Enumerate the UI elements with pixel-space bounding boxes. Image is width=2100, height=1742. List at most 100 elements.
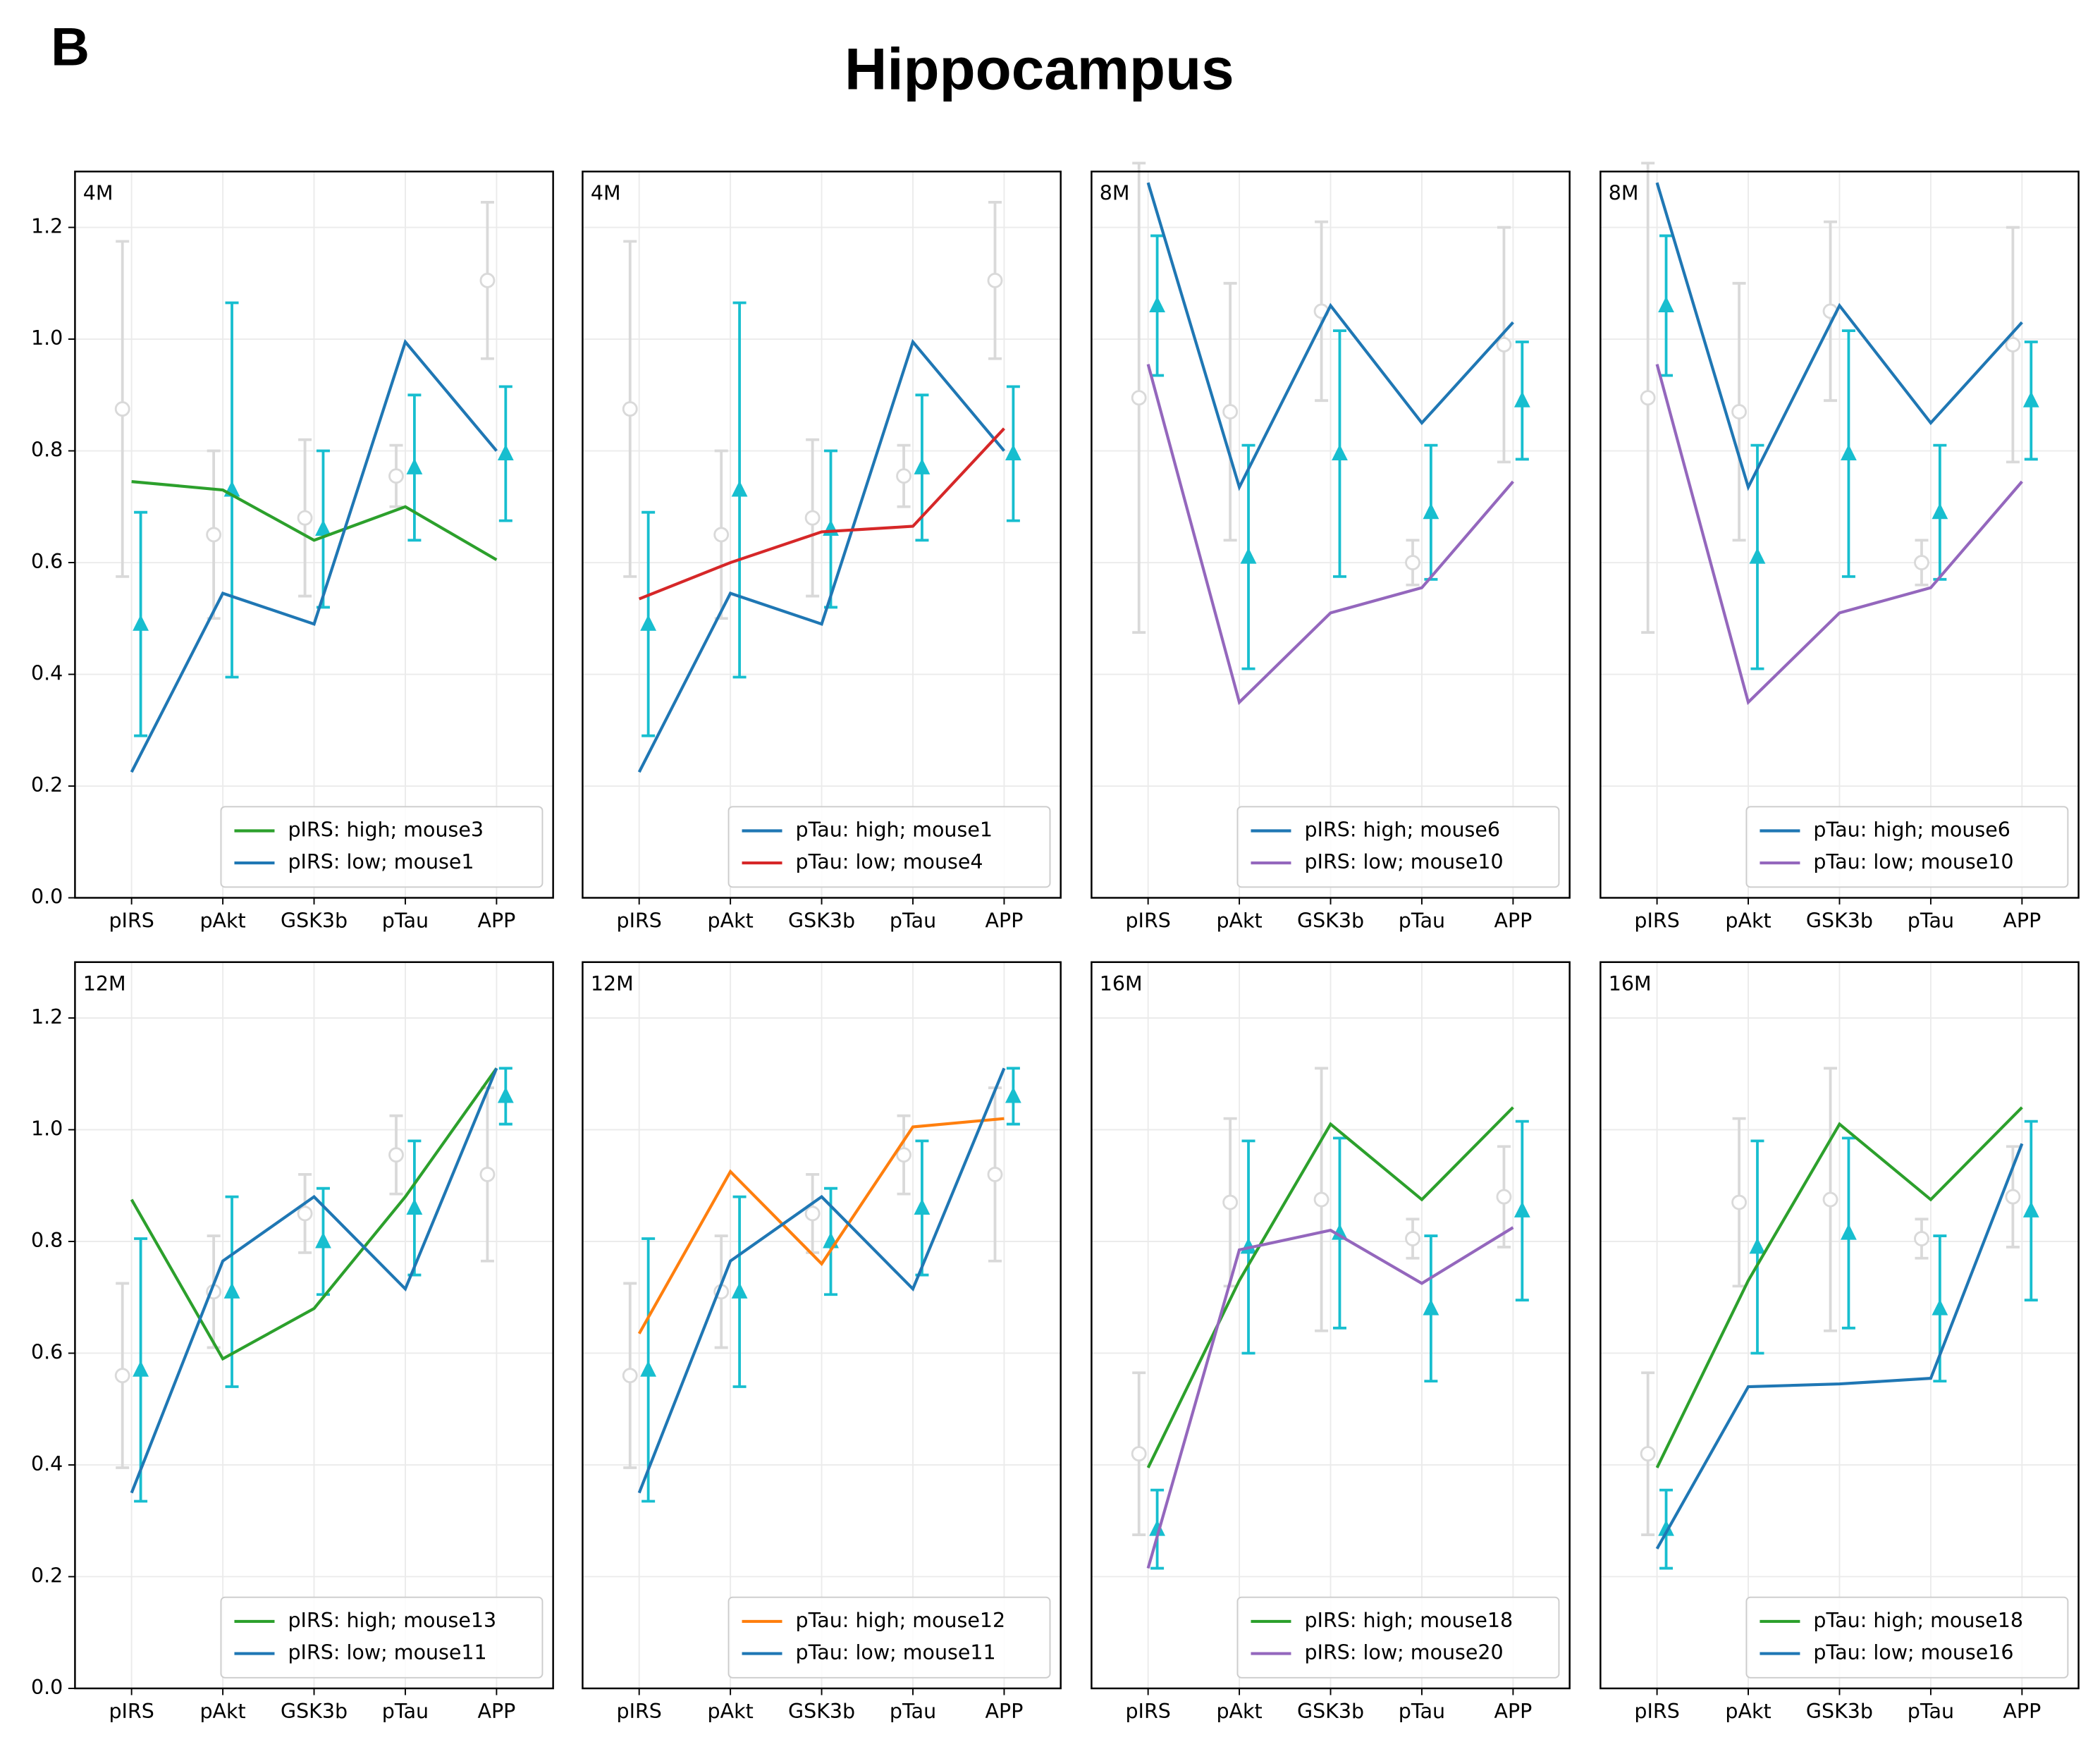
legend-label: pIRS: low; mouse1: [288, 850, 474, 873]
legend-label: pIRS: low; mouse10: [1304, 850, 1503, 873]
marker: [2022, 1201, 2039, 1217]
marker: [1222, 1194, 1239, 1210]
y-tick-label: 1.2: [31, 1005, 63, 1029]
x-tick-label: APP: [985, 1700, 1024, 1723]
marker: [1749, 547, 1766, 564]
marker: [804, 1206, 821, 1222]
marker: [1658, 1519, 1674, 1536]
marker: [1914, 555, 1929, 570]
marker: [315, 1232, 331, 1249]
marker: [2005, 337, 2021, 352]
panel-label: 8M: [1100, 182, 1130, 205]
series-line: [1655, 1143, 2024, 1550]
series-line: [131, 480, 498, 561]
x-tick-label: pTau: [1399, 909, 1445, 933]
marker: [731, 1282, 748, 1299]
plot-frame: [74, 171, 554, 899]
legend-label: pIRS: high; mouse3: [288, 818, 484, 841]
marker: [206, 527, 222, 543]
x-tick-label: GSK3b: [281, 1700, 348, 1723]
legend-box: [1236, 1596, 1560, 1679]
marker: [1005, 1086, 1021, 1103]
marker: [315, 520, 331, 536]
marker: [896, 468, 911, 484]
marker: [1240, 547, 1257, 564]
x-tick-label: APP: [477, 909, 515, 933]
x-tick-label: GSK3b: [788, 1700, 855, 1723]
marker: [497, 1086, 514, 1103]
legend-box: [727, 806, 1051, 888]
y-tick-label: 1.2: [31, 215, 63, 238]
legend-label: pIRS: high; mouse18: [1304, 1609, 1513, 1632]
x-tick-label: pAkt: [708, 909, 754, 933]
x-tick-label: APP: [1494, 1700, 1532, 1723]
figure-title: Hippocampus: [845, 36, 1234, 102]
marker: [804, 510, 821, 526]
series-line: [130, 1067, 498, 1494]
y-tick-label: 0.8: [31, 1229, 63, 1252]
x-tick-label: GSK3b: [1297, 909, 1364, 933]
x-tick-label: APP: [1494, 909, 1532, 933]
marker: [1640, 1446, 1656, 1462]
series-line: [1146, 364, 1514, 706]
x-tick-label: APP: [2003, 909, 2041, 933]
x-tick-label: pIRS: [617, 1700, 662, 1723]
marker: [223, 1282, 240, 1299]
marker: [1658, 296, 1674, 312]
marker: [1313, 1191, 1330, 1208]
marker: [497, 444, 514, 461]
x-tick-label: GSK3b: [1806, 909, 1873, 933]
legend-label: pTau: low; mouse4: [796, 850, 983, 873]
marker: [297, 510, 313, 526]
marker: [2005, 1189, 2021, 1205]
marker: [479, 272, 496, 288]
marker: [731, 480, 748, 497]
y-tick-label: 0.4: [31, 662, 63, 685]
y-tick-label: 0.6: [31, 550, 63, 573]
plot-frame: [1599, 961, 2080, 1690]
x-tick-label: APP: [2003, 1700, 2041, 1723]
series-line: [130, 338, 498, 773]
series-line: [130, 1067, 498, 1361]
legend-label: pIRS: high; mouse13: [288, 1609, 496, 1632]
legend-label: pTau: low; mouse16: [1813, 1641, 2013, 1664]
marker: [914, 458, 931, 474]
x-tick-label: pAkt: [1725, 1700, 1771, 1723]
y-tick-label: 0.4: [31, 1452, 63, 1476]
marker: [1423, 503, 1439, 520]
marker: [1005, 444, 1021, 461]
marker: [1496, 337, 1512, 352]
series-line: [637, 1117, 1005, 1335]
marker: [1332, 444, 1348, 461]
plot-frame: [1091, 961, 1571, 1690]
legend-label: pTau: high; mouse18: [1813, 1609, 2023, 1632]
marker: [388, 1147, 404, 1163]
x-tick-label: pTau: [1399, 1700, 1445, 1723]
legend-label: pIRS: low; mouse11: [288, 1641, 486, 1664]
marker: [1131, 390, 1147, 406]
x-tick-label: pIRS: [109, 909, 154, 933]
series-line: [637, 1067, 1006, 1494]
series-line: [1146, 182, 1514, 491]
panel-label: 12M: [591, 972, 634, 995]
y-tick-label: 0.8: [31, 438, 63, 462]
marker: [1131, 1446, 1147, 1462]
series-line: [637, 338, 1006, 773]
marker: [622, 401, 638, 417]
marker: [388, 468, 404, 484]
series-line: [1146, 1106, 1514, 1468]
x-tick-label: APP: [985, 909, 1024, 933]
panel-label: 16M: [1609, 972, 1652, 995]
x-tick-label: pAkt: [1216, 1700, 1262, 1723]
x-tick-label: pTau: [1908, 1700, 1954, 1723]
y-tick-label: 0.0: [31, 1676, 63, 1699]
marker: [622, 1368, 638, 1384]
x-tick-label: pIRS: [109, 1700, 154, 1723]
y-tick-label: 0.2: [31, 1564, 63, 1587]
series-line: [638, 427, 1005, 601]
series-line: [1146, 1226, 1514, 1569]
marker: [987, 272, 1003, 288]
marker: [1932, 503, 1948, 520]
x-tick-label: pTau: [1908, 909, 1954, 933]
